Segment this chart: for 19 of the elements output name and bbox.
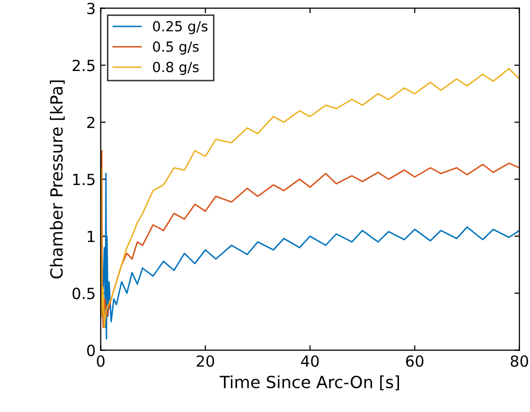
x-tick-label: 40 (301, 355, 319, 367)
x-tick-label: 60 (406, 355, 424, 367)
y-tick-label: 0.5 (72, 288, 95, 300)
y-tick-label: 1 (88, 230, 94, 242)
y-tick-label: 3 (87, 2, 95, 14)
legend-label: 0.8 g/s (153, 62, 199, 75)
x-tick-label: 0 (96, 355, 105, 367)
x-axis-title: Time Since Arc-On [s] (220, 375, 399, 390)
x-tick-label: 80 (510, 355, 528, 367)
y-axis-title: Chamber Pressure [kPa] (50, 80, 65, 278)
y-tick-label: 1.5 (73, 174, 95, 186)
y-tick-label: 2 (87, 116, 94, 128)
x-tick-label: 20 (196, 355, 214, 367)
line-series (100, 150, 520, 328)
legend-label: 0.25 g/s (153, 20, 208, 34)
y-tick-label: 2.5 (72, 60, 95, 72)
legend-label: 0.5 g/s (153, 41, 199, 55)
line-series (100, 172, 520, 340)
y-tick-label: 0 (87, 344, 95, 356)
